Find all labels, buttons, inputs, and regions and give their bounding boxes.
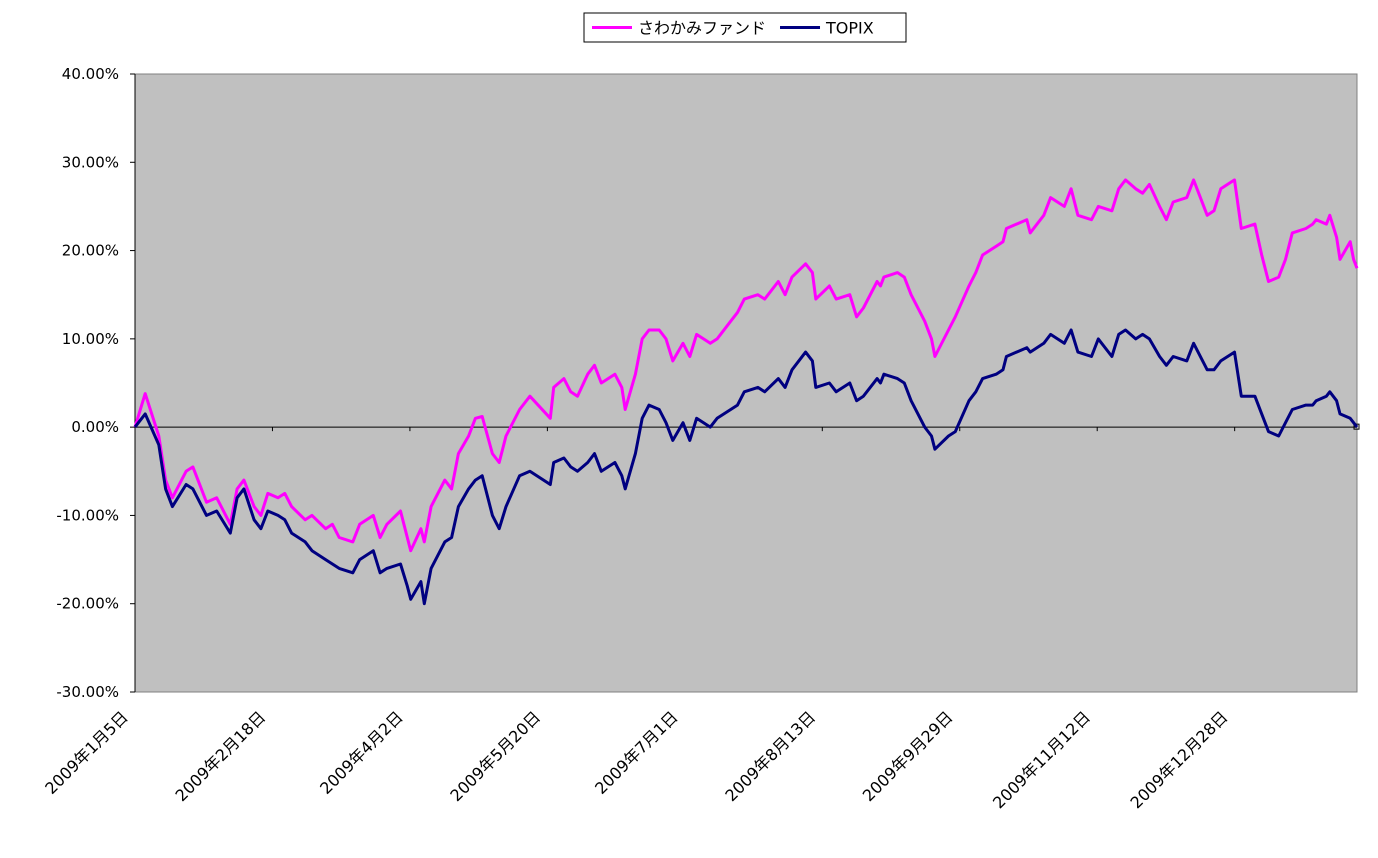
y-tick-label: 20.00% bbox=[62, 242, 119, 260]
plot-area bbox=[134, 73, 1358, 693]
y-tick-label: 30.00% bbox=[62, 153, 119, 171]
x-tick-label: 2009年12月28日 bbox=[1127, 707, 1232, 812]
y-tick-label: -20.00% bbox=[56, 595, 119, 613]
y-tick-label: 40.00% bbox=[62, 65, 119, 83]
legend-label-1: TOPIX bbox=[825, 19, 874, 38]
legend-box bbox=[583, 12, 907, 43]
x-tick-label: 2009年4月2日 bbox=[316, 707, 407, 798]
x-tick-label: 2009年11月12日 bbox=[989, 707, 1094, 812]
legend-label-0: さわかみファンド bbox=[638, 19, 766, 38]
y-tick-label: 0.00% bbox=[71, 418, 119, 436]
y-tick-label: 10.00% bbox=[62, 330, 119, 348]
x-tick-label: 2009年9月29日 bbox=[859, 707, 957, 805]
x-tick-label: 2009年5月20日 bbox=[446, 707, 544, 805]
series-line-1 bbox=[133, 328, 1359, 606]
series-line-0 bbox=[133, 178, 1359, 553]
x-tick-label: 2009年8月13日 bbox=[721, 707, 819, 805]
series-layer bbox=[133, 178, 1359, 606]
y-tick-label: -30.00% bbox=[56, 683, 119, 701]
x-tick-label: 2009年7月1日 bbox=[591, 707, 682, 798]
y-tick-label: -10.00% bbox=[56, 506, 119, 524]
y-axis: 40.00% 30.00% 20.00% 10.00% 0.00% -10.00% -20.… bbox=[56, 65, 136, 701]
legend: さわかみファンド TOPIX bbox=[583, 12, 907, 43]
x-tick-label: 2009年2月18日 bbox=[172, 707, 270, 805]
x-tick-label: 2009年1月5日 bbox=[41, 707, 132, 798]
